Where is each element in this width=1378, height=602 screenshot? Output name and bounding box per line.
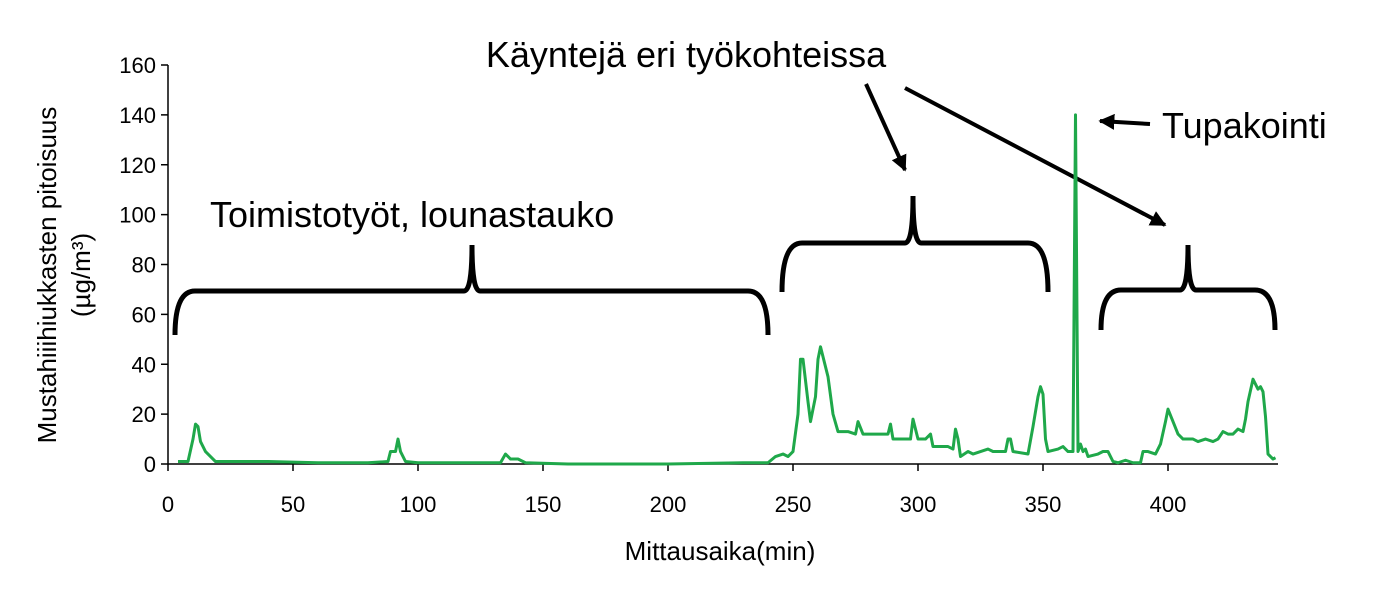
- y-tick-label: 140: [119, 103, 156, 128]
- x-tick-label: 350: [1025, 492, 1062, 517]
- data-line: [178, 113, 1277, 466]
- y-tick-label: 40: [132, 352, 156, 377]
- x-tick-label: 200: [650, 492, 687, 517]
- x-tick-label: 300: [900, 492, 937, 517]
- y-tick-label: 120: [119, 153, 156, 178]
- y-axis-label: Mustahiiihiukkasten pitoisuus: [32, 107, 62, 444]
- arrows: [864, 83, 1167, 227]
- annotation: Toimistotyöt, lounastauko: [210, 194, 614, 235]
- x-tick-label: 100: [400, 492, 437, 517]
- y-tick-label: 100: [119, 203, 156, 228]
- arrow: [864, 83, 907, 172]
- x-tick-label: 400: [1150, 492, 1187, 517]
- y-tick-label: 160: [119, 53, 156, 78]
- y-axis-label: (µg/m³): [66, 233, 96, 317]
- arrow: [1098, 113, 1151, 130]
- y-tick-label: 80: [132, 253, 156, 278]
- annotation: Käyntejä eri työkohteissa: [486, 34, 887, 75]
- arrow: [904, 86, 1167, 227]
- annotation: Tupakointi: [1162, 105, 1327, 146]
- x-tick-label: 150: [525, 492, 562, 517]
- bracket: [172, 244, 771, 336]
- brackets: [172, 195, 1278, 336]
- x-tick-label: 0: [162, 492, 174, 517]
- y-tick-label: 0: [144, 452, 156, 477]
- x-axis-label: Mittausaika(min): [625, 536, 816, 566]
- bracket: [1098, 244, 1278, 331]
- x-tick-label: 250: [775, 492, 812, 517]
- y-tick-label: 60: [132, 302, 156, 327]
- bracket: [779, 195, 1051, 293]
- x-tick-label: 50: [281, 492, 305, 517]
- y-tick-label: 20: [132, 402, 156, 427]
